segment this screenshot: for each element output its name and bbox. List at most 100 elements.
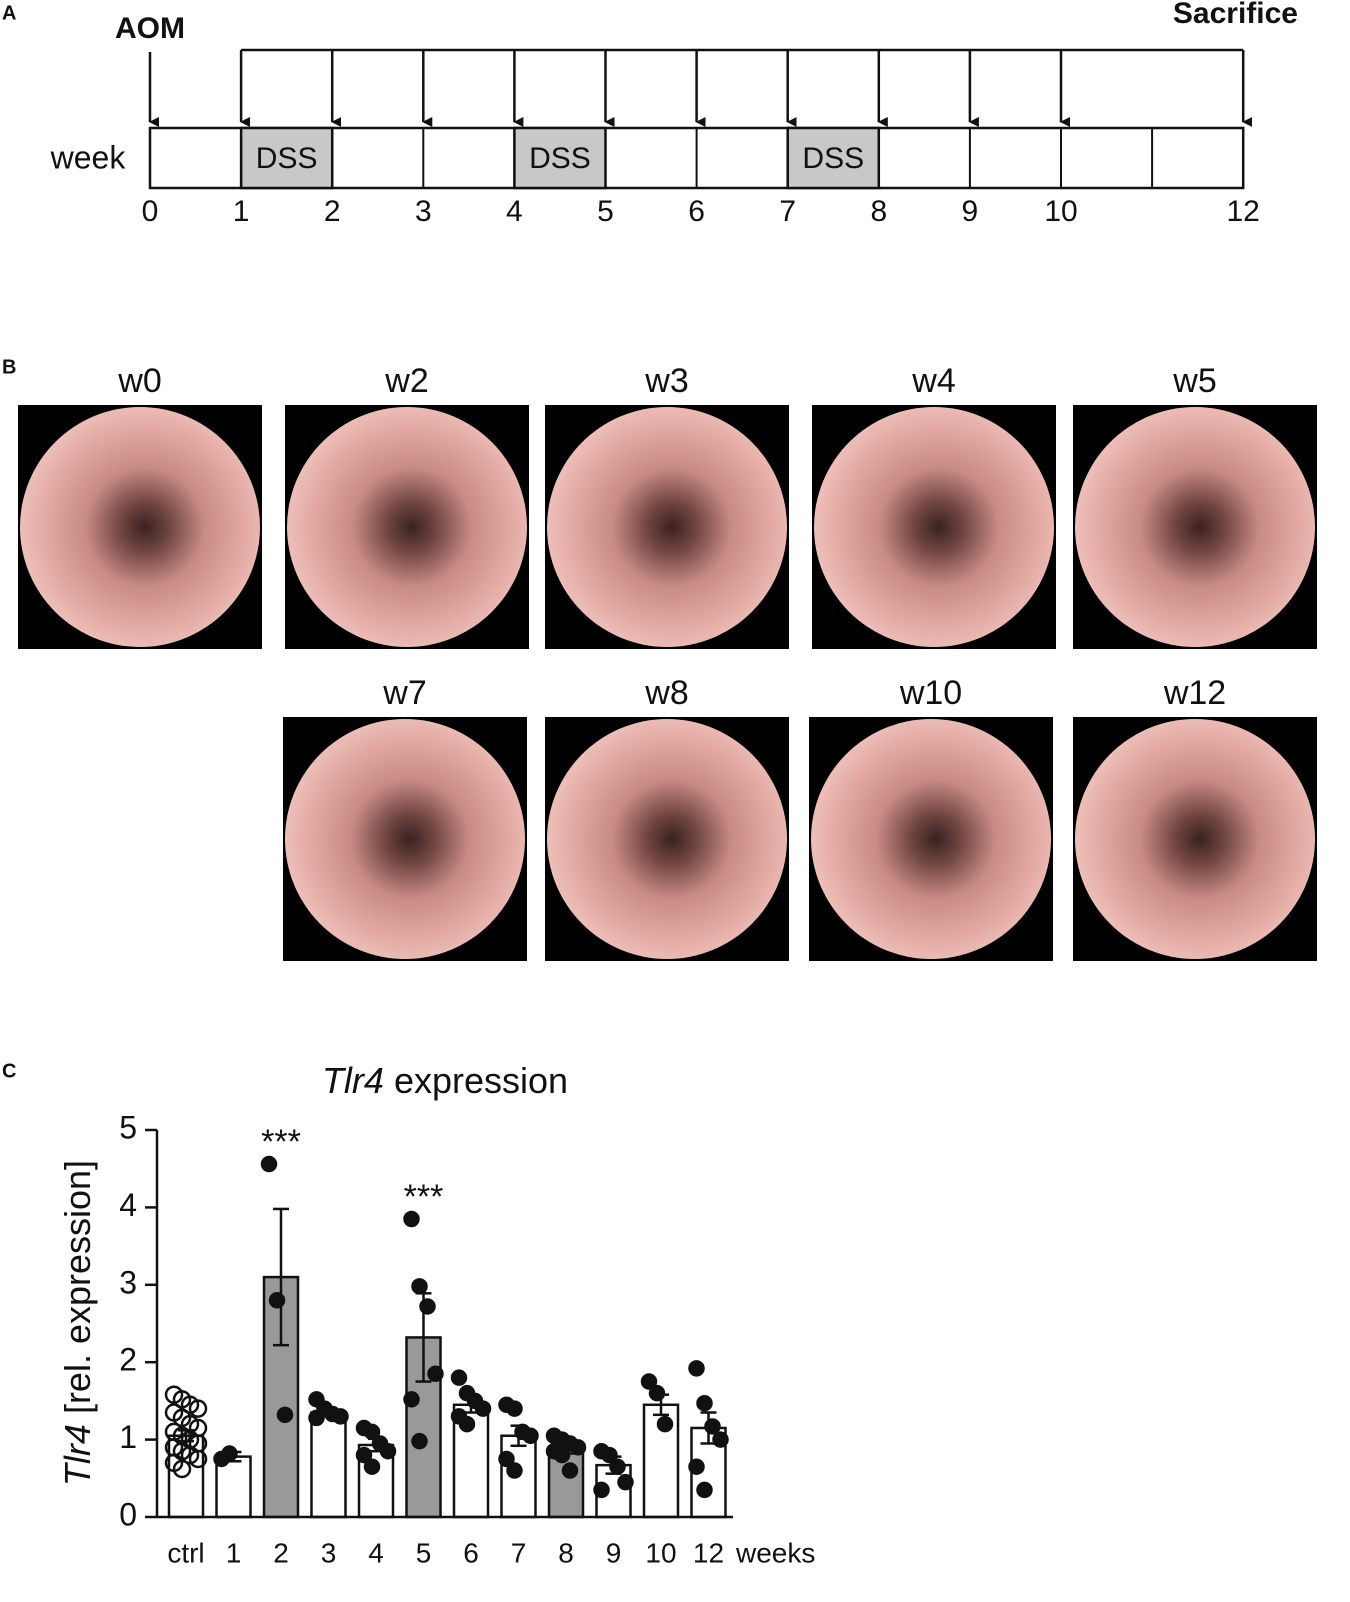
image-label: w5 (1172, 362, 1216, 400)
ylabel-italic: Tlr4 (57, 1424, 98, 1486)
data-point (363, 1423, 381, 1441)
x-tick-label: 3 (321, 1537, 337, 1568)
data-point (609, 1458, 626, 1475)
panel-label: A (2, 2, 16, 24)
endoscopy-view (1075, 407, 1315, 647)
data-point (363, 1458, 381, 1475)
week-label: 2 (324, 195, 341, 228)
significance: *** (261, 1123, 301, 1161)
x-tick-label: 5 (416, 1537, 432, 1568)
data-point (656, 1415, 674, 1433)
data-point (403, 1391, 420, 1408)
data-point (648, 1384, 666, 1402)
dss-label: DSS (256, 142, 318, 175)
dss-label: DSS (529, 142, 591, 175)
image-label: w12 (1163, 674, 1226, 712)
x-tick-label: 8 (558, 1537, 574, 1568)
data-point (260, 1155, 278, 1173)
data-point (522, 1427, 539, 1444)
significance: *** (404, 1178, 444, 1216)
y-tick-label: 2 (119, 1342, 137, 1378)
dss-box (239, 126, 334, 190)
data-point (188, 1399, 208, 1418)
bar (310, 1411, 347, 1519)
data-point (553, 1446, 571, 1464)
x-tick-label: 2 (273, 1537, 289, 1568)
endoscopy-view (20, 407, 260, 647)
data-point (506, 1400, 523, 1417)
data-point (696, 1394, 713, 1412)
endoscopy-view (1075, 719, 1315, 959)
data-point (411, 1278, 428, 1295)
data-point (601, 1446, 618, 1464)
data-point (506, 1462, 523, 1479)
data-point (688, 1360, 705, 1377)
y-axis-label: Tlr4 [rel. expression] (57, 1160, 98, 1486)
y-tick-label: 3 (119, 1264, 137, 1300)
dss-box (513, 126, 607, 190)
week-label: 0 (142, 195, 159, 228)
data-point (411, 1432, 428, 1450)
data-point (427, 1365, 444, 1383)
week-label: 12 (1227, 195, 1260, 228)
image-label: w10 (899, 674, 962, 712)
endoscopy-view (547, 407, 787, 647)
data-point (498, 1450, 515, 1468)
data-point (696, 1481, 713, 1499)
data-point (569, 1439, 587, 1456)
data-point (593, 1481, 610, 1499)
y-tick-label: 0 (119, 1496, 137, 1532)
endoscopy-view (287, 407, 527, 647)
week-label: 6 (688, 195, 705, 228)
x-tick-label: 9 (606, 1537, 622, 1568)
data-point (379, 1442, 397, 1460)
data-point (172, 1459, 192, 1479)
week-label: 8 (870, 195, 887, 228)
data-point (474, 1400, 492, 1417)
week-label: 5 (597, 195, 614, 228)
chart-title: Tlr4 expression (322, 1060, 568, 1101)
data-point (640, 1373, 658, 1390)
axis-label: week (50, 139, 127, 175)
data-point (458, 1415, 476, 1433)
image-label: w3 (644, 362, 688, 400)
data-point (712, 1431, 729, 1448)
x-tick-label: 12 (693, 1537, 724, 1568)
image-label: w0 (117, 362, 161, 400)
week-label: 1 (233, 195, 250, 228)
dss-label: DSS (802, 142, 864, 175)
data-point (188, 1449, 208, 1469)
data-point (617, 1473, 634, 1491)
endoscopy-view (814, 407, 1054, 647)
image-label: w7 (382, 674, 426, 712)
data-point (561, 1462, 579, 1479)
week-label: 7 (779, 195, 796, 228)
data-point (419, 1298, 436, 1315)
panel-label: B (2, 356, 16, 378)
x-tick-label: 4 (368, 1537, 384, 1568)
endoscopy-view (285, 719, 525, 959)
data-point (308, 1409, 325, 1427)
y-tick-label: 4 (119, 1187, 137, 1223)
week-label: 4 (506, 195, 523, 228)
data-point (276, 1406, 294, 1424)
title-rest: expression (384, 1060, 568, 1101)
endoscopy-view (811, 719, 1051, 959)
x-tick-label: 1 (226, 1537, 242, 1568)
data-point (355, 1446, 373, 1464)
end-label: Sacrifice (1173, 0, 1298, 30)
ylabel-rest: [rel. expression] (57, 1160, 98, 1424)
panel-label: C (2, 1060, 16, 1082)
image-label: w8 (644, 674, 688, 712)
y-tick-label: 5 (119, 1109, 137, 1145)
data-point (403, 1210, 420, 1228)
image-label: w2 (384, 362, 428, 400)
week-label: 9 (962, 195, 979, 228)
data-point (450, 1369, 468, 1386)
data-point (332, 1408, 349, 1425)
week-label: 10 (1044, 195, 1077, 228)
data-point (221, 1445, 238, 1462)
x-tick-label: 7 (511, 1537, 527, 1568)
image-label: w4 (911, 362, 955, 400)
